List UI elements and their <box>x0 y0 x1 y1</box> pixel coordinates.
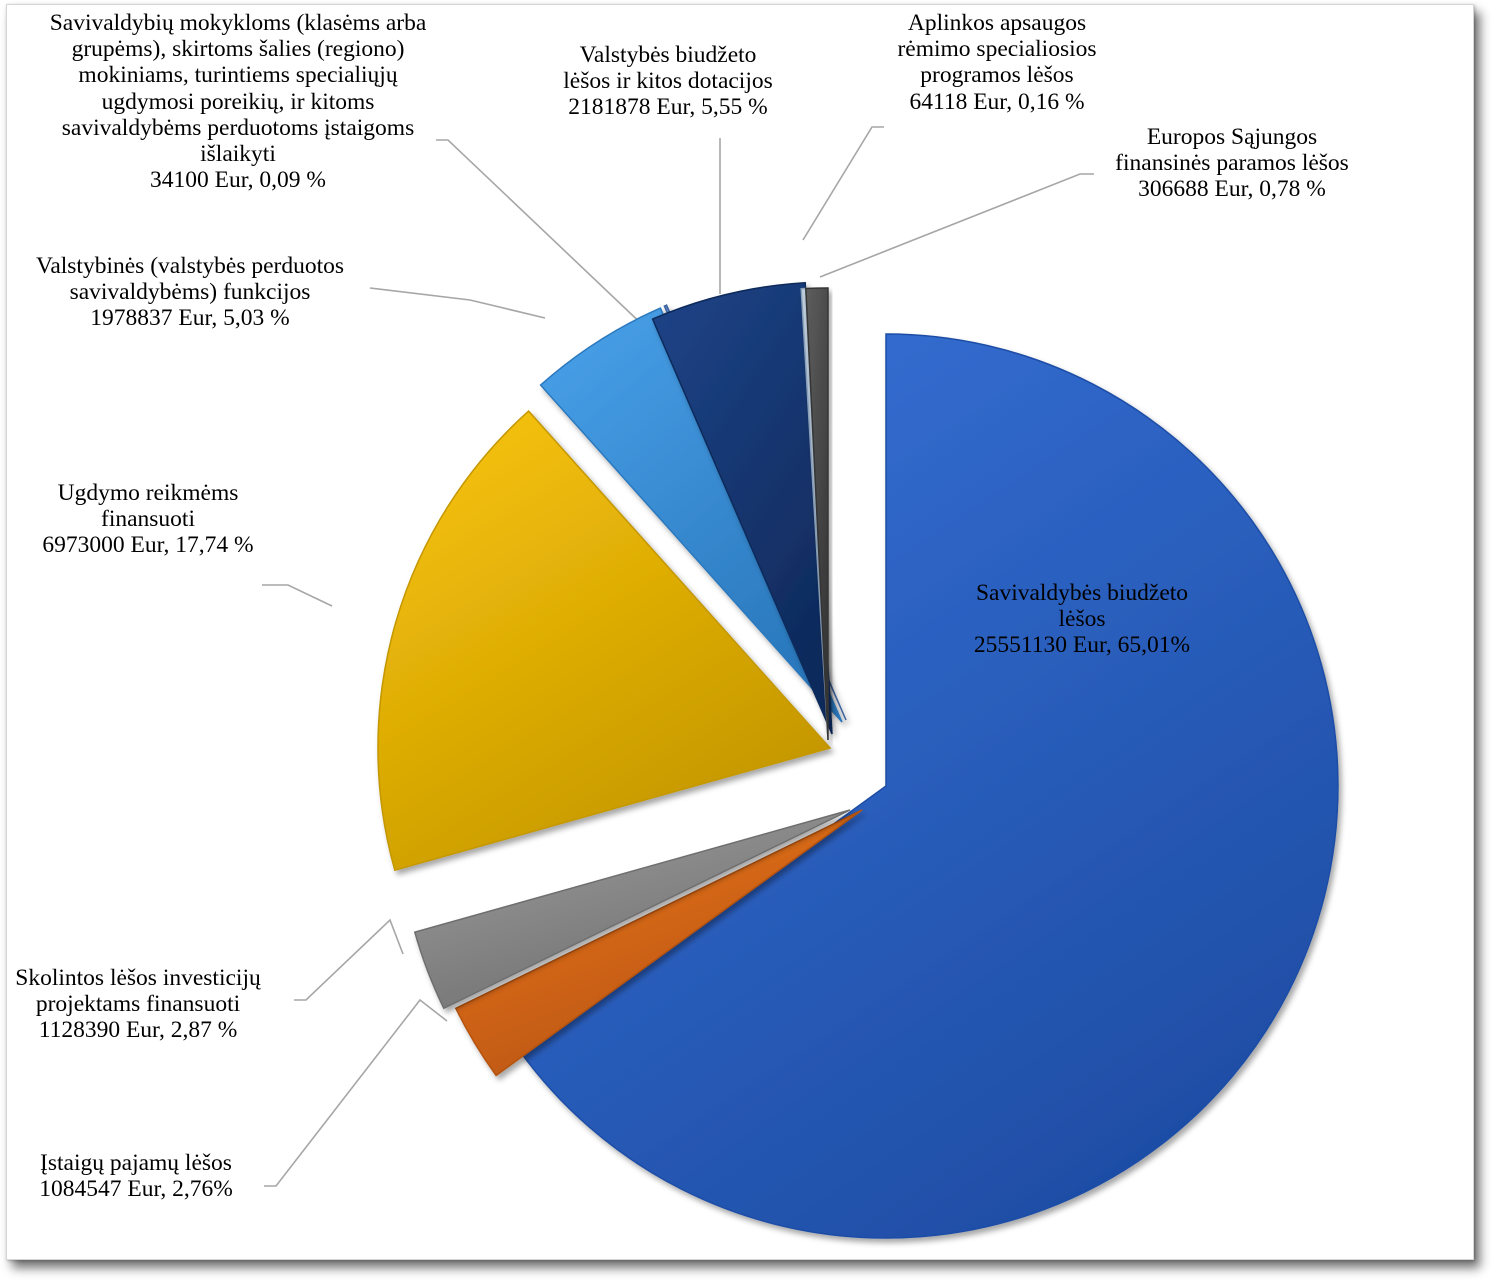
leader-line <box>802 126 884 241</box>
leader-line <box>819 173 1094 278</box>
slice-label: Savivaldybių mokykloms (klasėms arba grup… <box>50 10 427 193</box>
slice-label-line: 34100 Eur, 0,09 % <box>150 167 326 194</box>
slice-label-line: grupėms), skirtoms šalies (regiono) <box>71 36 405 63</box>
slice-label-line: Ugdymo reikmėms <box>57 480 239 506</box>
slice-label-line: lėšos ir kitos dotacijos <box>563 68 773 95</box>
slice-label: Skolintos lėšos investicijų projektams fi… <box>15 965 260 1044</box>
leader-line <box>262 584 333 607</box>
slice-label-line: 64118 Eur, 0,16 % <box>909 88 1085 115</box>
slice-label: Europos Sąjungos finansinės paramos lėšos… <box>1115 124 1349 203</box>
slice-label-line: Valstybinės (valstybės perduotos <box>35 253 345 279</box>
leader-line <box>294 918 404 1001</box>
pie-slice <box>651 282 833 735</box>
slice-label-line: 25551130 Eur, 65,01% <box>973 632 1191 659</box>
slice-label-line: Savivaldybių mokykloms (klasėms arba <box>49 10 427 36</box>
slice-label: Valstybės biudžeto lėšos ir kitos dotacij… <box>563 42 773 121</box>
slice-label-line: finansinės paramos lėšos <box>1115 150 1349 177</box>
slice-label: Įstaigų pajamų lėšos 1084547 Eur, 2,76% <box>39 1150 233 1202</box>
slice-label-line: 6973000 Eur, 17,74 % <box>42 532 254 559</box>
slice-label: Aplinkos apsaugos rėmimo specialiosios pro… <box>897 10 1096 115</box>
slice-label-line: Aplinkos apsaugos <box>907 10 1087 36</box>
slice-label: Valstybinės (valstybės perduotos savivald… <box>36 253 344 332</box>
slice-label-line: savivaldybėms) funkcijos <box>69 279 311 306</box>
pie-slice <box>454 809 863 1077</box>
slice-label: Savivaldybės biudžeto lėšos 25551130 Eur, … <box>974 580 1190 659</box>
slice-label: Ugdymo reikmėms finansuoti 6973000 Eur, 17… <box>42 480 253 559</box>
slice-label-line: mokiniams, turintiems specialiųjų <box>78 62 398 89</box>
slice-label-line: 2181878 Eur, 5,55 % <box>568 94 768 121</box>
pie-slice <box>377 410 832 872</box>
slice-label-line: Valstybės biudžeto <box>579 42 757 68</box>
slice-label-line: Europos Sąjungos <box>1146 124 1318 150</box>
leader-line <box>264 998 448 1187</box>
pie-slice <box>413 809 851 1010</box>
slice-label-line: programos lėšos <box>920 62 1074 89</box>
slice-label-line: 1084547 Eur, 2,76% <box>39 1176 233 1203</box>
slice-label-line: Įstaigų pajamų lėšos <box>40 1150 232 1176</box>
slice-label-line: lėšos <box>1058 606 1106 633</box>
pie-slice <box>519 333 1339 1239</box>
leader-line <box>436 139 649 331</box>
slice-label-line: savivaldybėms perduotoms įstaigoms <box>61 114 415 141</box>
slice-label-line: finansuoti <box>100 506 195 533</box>
slice-label-line: Skolintos lėšos investicijų <box>15 965 261 991</box>
pie-slice <box>805 287 829 741</box>
slice-label-line: projektams finansuoti <box>35 991 241 1018</box>
leader-line <box>369 287 546 319</box>
slice-label-line: 1128390 Eur, 2,87 % <box>38 1017 238 1044</box>
pie-slice <box>539 307 843 723</box>
slice-label-line: išlaikyti <box>200 140 276 167</box>
slice-label-line: 306688 Eur, 0,78 % <box>1138 176 1326 203</box>
slice-label-line: 1978837 Eur, 5,03 % <box>90 305 290 332</box>
slice-label-line: Savivaldybės biudžeto <box>975 580 1189 606</box>
slice-label-line: rėmimo specialiosios <box>897 36 1097 63</box>
slice-label-line: ugdymosi poreikių, ir kitoms <box>101 88 375 115</box>
